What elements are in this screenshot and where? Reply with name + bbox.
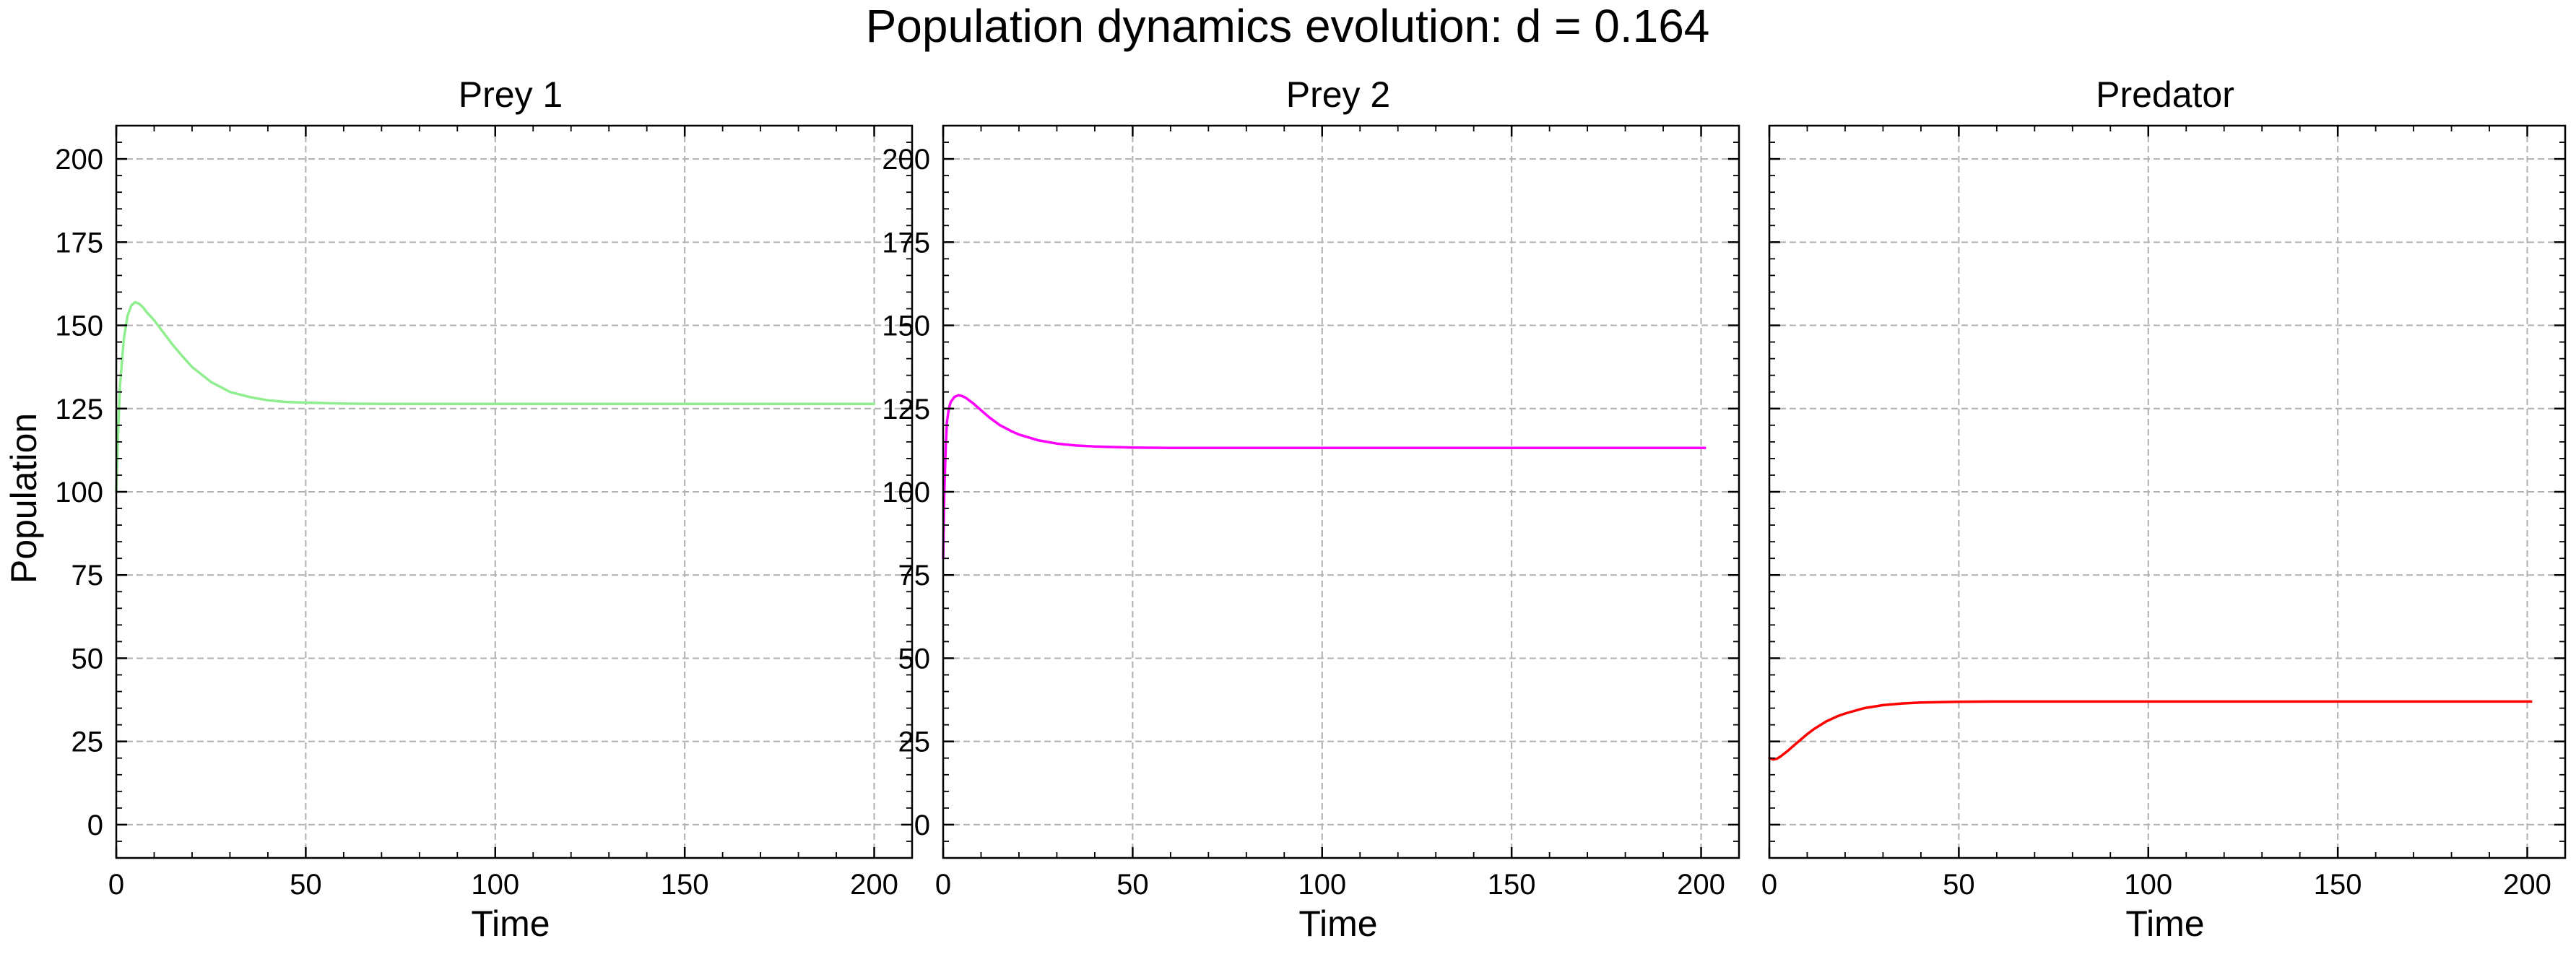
series-line (942, 394, 1707, 560)
panel-title: Prey 1 (459, 74, 563, 115)
y-tick-label: 175 (55, 227, 103, 259)
x-tick-label: 0 (1761, 869, 1777, 901)
y-tick-label: 50 (71, 643, 104, 675)
grid (116, 126, 912, 858)
y-tick-label: 100 (882, 477, 930, 508)
y-tick-label: 150 (882, 311, 930, 342)
x-tick-label: 200 (850, 869, 898, 901)
y-tick-label: 75 (898, 560, 931, 591)
panel-title: Predator (2096, 74, 2234, 115)
x-tick-label: 100 (1298, 869, 1346, 901)
ticks (115, 125, 913, 858)
y-tick-label: 150 (55, 311, 103, 342)
x-tick-label: 100 (471, 869, 519, 901)
grid (1769, 126, 2565, 858)
y-tick-label: 175 (882, 227, 930, 259)
x-tick-label: 0 (108, 869, 124, 901)
y-tick-label: 200 (882, 144, 930, 175)
x-tick-label: 200 (1677, 869, 1725, 901)
x-tick-label: 200 (2503, 869, 2551, 901)
y-tick-label: 25 (898, 727, 931, 758)
y-tick-label: 50 (898, 643, 931, 675)
x-axis-label: Time (1298, 903, 1377, 944)
x-tick-label: 150 (2314, 869, 2362, 901)
shared-y-axis-label: Population (4, 413, 44, 584)
y-tick-label: 200 (55, 144, 103, 175)
ticks (1768, 125, 2566, 858)
y-tick-label: 125 (55, 394, 103, 425)
series-line (115, 300, 876, 493)
prey-2-panel: Prey 2 Time 0 50 100 150 200 0 25 50 75 100 125 150… (882, 74, 1740, 944)
y-tick-label: 125 (882, 394, 930, 425)
x-tick-label: 50 (1116, 869, 1149, 901)
panel-title: Prey 2 (1286, 74, 1391, 115)
predator-panel: Predator Time 0 50 100 150 200 (1761, 74, 2567, 944)
figure-title: Population dynamics evolution: d = 0.164 (866, 0, 1710, 52)
x-axis-label: Time (2125, 903, 2204, 944)
y-tick-label: 0 (87, 810, 103, 841)
x-tick-label: 50 (1943, 869, 1975, 901)
y-tick-label: 0 (914, 810, 930, 841)
prey-1-panel: Prey 1 Time 0 50 100 150 200 0 25 50 75 100 125 150… (55, 74, 914, 944)
x-tick-label: 150 (661, 869, 709, 901)
x-axis-label: Time (471, 903, 550, 944)
x-tick-label: 150 (1488, 869, 1536, 901)
y-tick-label: 75 (71, 560, 104, 591)
x-tick-label: 100 (2124, 869, 2172, 901)
ticks (942, 125, 1740, 858)
y-tick-label: 100 (55, 477, 103, 508)
series-line (1768, 700, 2533, 761)
y-tick-label: 25 (71, 727, 104, 758)
x-tick-label: 0 (935, 869, 951, 901)
x-tick-label: 50 (290, 869, 322, 901)
grid (942, 126, 1739, 858)
